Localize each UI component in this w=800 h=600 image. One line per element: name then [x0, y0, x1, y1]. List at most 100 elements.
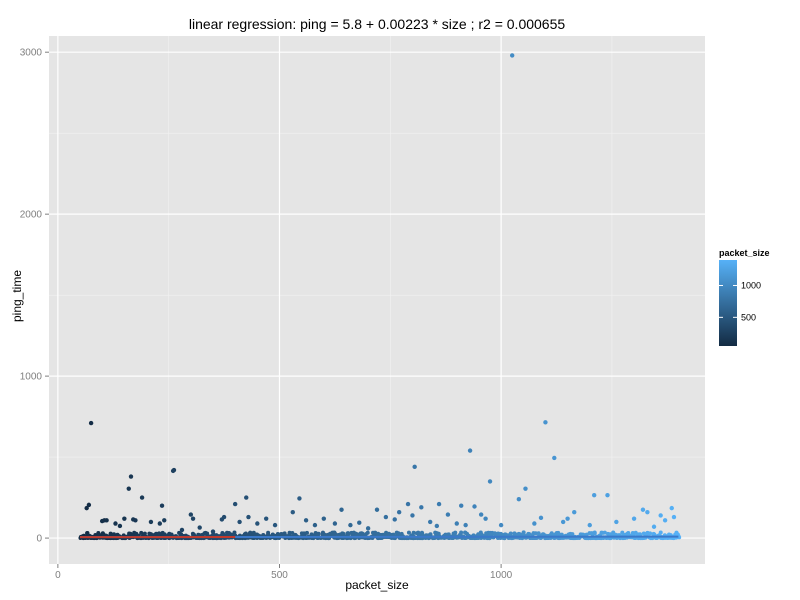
data-point [365, 530, 370, 535]
data-point [133, 518, 138, 523]
data-point [332, 521, 338, 526]
data-point [263, 516, 269, 521]
data-point [391, 532, 396, 537]
x-tick-label: 0 [55, 570, 61, 581]
data-point [472, 504, 477, 509]
data-point [297, 496, 302, 501]
data-point [459, 503, 464, 508]
x-tick-label: 500 [271, 570, 288, 581]
minor-gridlines [49, 36, 705, 564]
legend-ticks: 500 1000 [719, 280, 761, 322]
data-point [162, 518, 167, 523]
data-point [128, 474, 134, 479]
data-point [487, 479, 493, 484]
data-point [587, 522, 592, 528]
legend-title: packet_size [719, 248, 770, 258]
data-point [662, 518, 668, 523]
data-point [126, 486, 131, 491]
data-point [142, 531, 147, 536]
y-tick-label: 1000 [20, 372, 43, 383]
data-point [538, 515, 544, 521]
data-point [232, 501, 238, 507]
data-point [339, 507, 344, 512]
data-point [122, 516, 127, 521]
data-point [346, 531, 351, 536]
legend-tick-label: 500 [741, 312, 756, 322]
data-point [290, 509, 295, 515]
data-point [602, 530, 607, 535]
data-point [266, 532, 271, 537]
data-point [104, 518, 109, 523]
data-point [84, 505, 89, 511]
data-point [552, 455, 557, 461]
data-point [489, 532, 494, 537]
data-point [640, 507, 646, 512]
data-point [159, 503, 165, 508]
data-point [348, 522, 353, 528]
data-point [139, 495, 145, 500]
data-point [392, 517, 397, 522]
data-point [648, 531, 653, 536]
data-point [463, 522, 468, 528]
data-point [303, 518, 309, 523]
data-point [374, 507, 380, 512]
legend-colorbar [719, 260, 737, 346]
plot-panel [49, 36, 705, 564]
data-point [188, 512, 194, 517]
data-point [312, 522, 318, 528]
data-point [478, 512, 484, 517]
data-point [365, 526, 371, 531]
data-point [445, 512, 451, 517]
data-point [591, 492, 597, 498]
data-point [420, 531, 425, 536]
color-legend: packet_size 500 1000 [719, 248, 770, 346]
data-point [197, 525, 202, 530]
data-point [467, 448, 473, 453]
data-point [396, 509, 402, 515]
data-point [190, 516, 196, 521]
data-point [272, 522, 278, 528]
data-point [521, 531, 526, 536]
data-point [406, 530, 411, 535]
data-point [357, 520, 362, 525]
data-point [523, 486, 528, 491]
data-point [244, 495, 249, 500]
data-point [411, 530, 416, 535]
data-point [543, 420, 548, 425]
data-point [572, 509, 577, 515]
data-point [255, 521, 260, 526]
data-point [517, 532, 522, 537]
data-point [658, 530, 663, 535]
data-point [179, 527, 185, 533]
data-point [148, 519, 154, 525]
data-point [410, 513, 415, 518]
data-point [86, 502, 92, 508]
data-point [221, 514, 227, 520]
y-tick-label: 2000 [20, 210, 43, 221]
data-point [671, 514, 677, 520]
data-point [605, 492, 610, 498]
data-point [669, 505, 674, 511]
data-point [316, 531, 321, 536]
x-tick-label: 1000 [490, 570, 513, 581]
data-point [434, 523, 440, 529]
data-point [320, 530, 325, 535]
data-point [360, 531, 365, 536]
data-point [419, 505, 424, 510]
panel-background [49, 36, 705, 564]
data-point [304, 530, 309, 535]
data-point [248, 530, 253, 535]
data-point [651, 524, 657, 529]
data-point [560, 519, 566, 525]
data-point [237, 519, 242, 525]
data-point [516, 497, 522, 502]
data-point [171, 467, 177, 473]
data-point [631, 516, 637, 521]
data-point [113, 521, 118, 526]
data-point [412, 464, 417, 470]
y-tick-label: 3000 [20, 48, 43, 59]
data-point [454, 521, 459, 526]
data-point [533, 531, 538, 536]
data-point [483, 516, 488, 521]
